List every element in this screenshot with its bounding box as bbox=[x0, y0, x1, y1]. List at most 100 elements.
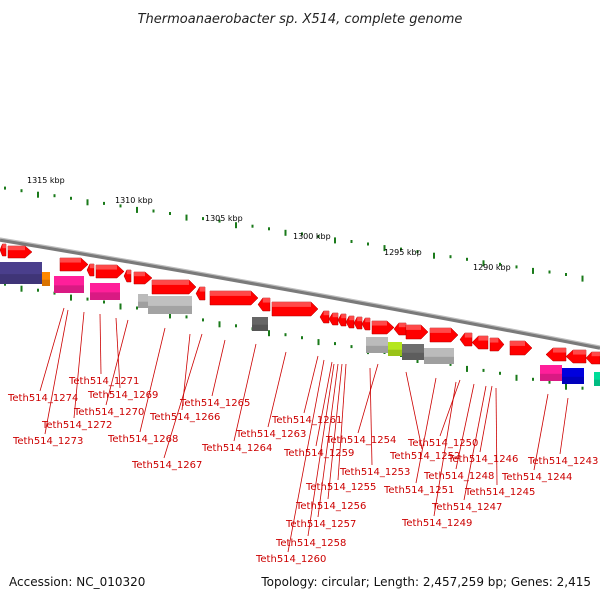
gene-highlight bbox=[323, 311, 329, 316]
ruler-tick bbox=[202, 217, 204, 221]
gene-label[interactable]: Teth514_1250 bbox=[407, 438, 478, 449]
label-leader bbox=[439, 379, 461, 437]
ruler-tick bbox=[515, 265, 518, 269]
gene-label[interactable]: Teth514_1268 bbox=[107, 434, 178, 445]
gene-label[interactable]: Teth514_1261 bbox=[271, 415, 342, 426]
gene-highlight bbox=[96, 265, 117, 270]
gene-highlight bbox=[553, 348, 566, 353]
ruler-tick bbox=[70, 196, 72, 200]
inner-ruler-tick bbox=[202, 318, 204, 322]
gene-label[interactable]: Teth514_1246 bbox=[447, 454, 518, 465]
gene-label[interactable]: Teth514_1260 bbox=[255, 554, 326, 565]
label-leader bbox=[495, 387, 498, 486]
gene-label[interactable]: Teth514_1265 bbox=[179, 398, 250, 409]
ruler-tick bbox=[350, 240, 353, 243]
gene-label[interactable]: Teth514_1264 bbox=[201, 443, 272, 454]
gene-highlight bbox=[478, 336, 488, 341]
inner-ruler-tick bbox=[268, 330, 270, 337]
gene-highlight bbox=[490, 338, 499, 343]
gene-label[interactable]: Teth514_1251 bbox=[383, 485, 454, 496]
gene-label[interactable]: Teth514_1270 bbox=[73, 407, 144, 418]
feature-shade bbox=[562, 376, 584, 384]
genome-backbone-highlight bbox=[0, 237, 600, 347]
gene-label[interactable]: Teth514_1245 bbox=[464, 487, 535, 498]
gene-label[interactable]: Teth514_1267 bbox=[131, 460, 202, 471]
label-leader bbox=[455, 383, 475, 470]
label-leader bbox=[533, 393, 549, 471]
gene-label[interactable]: Teth514_1254 bbox=[325, 435, 396, 446]
label-leader bbox=[337, 363, 347, 481]
scale-label: 1290 kbp bbox=[473, 263, 511, 272]
gene-label[interactable]: Teth514_1244 bbox=[501, 472, 572, 483]
feature-block bbox=[42, 272, 50, 286]
label-leader bbox=[73, 311, 85, 419]
gene-highlight bbox=[591, 352, 600, 357]
feature-shade bbox=[366, 345, 388, 353]
label-leader bbox=[405, 371, 423, 450]
topology-text: Topology: circular; Length: 2,457,259 bp… bbox=[260, 575, 591, 589]
label-leader bbox=[163, 333, 203, 459]
gene-highlight bbox=[152, 280, 189, 285]
gene-highlight bbox=[372, 321, 387, 326]
feature-shade bbox=[0, 274, 42, 284]
feature-shade bbox=[90, 292, 120, 300]
inner-ruler-tick bbox=[103, 300, 105, 304]
gene-highlight bbox=[406, 325, 421, 330]
label-leader bbox=[139, 327, 166, 433]
gene-label[interactable]: Teth514_1272 bbox=[41, 420, 112, 431]
feature-block bbox=[388, 342, 402, 356]
ruler-tick bbox=[20, 189, 23, 193]
label-leader bbox=[559, 397, 569, 455]
inner-ruler-tick bbox=[169, 312, 171, 319]
gene-highlight bbox=[510, 341, 525, 346]
gene-highlight bbox=[262, 298, 270, 303]
inner-ruler-tick bbox=[466, 365, 468, 372]
feature-block bbox=[424, 348, 454, 364]
gene-label[interactable]: Teth514_1257 bbox=[285, 519, 356, 530]
gene-label[interactable]: Teth514_1249 bbox=[401, 518, 472, 529]
ruler-tick bbox=[103, 201, 105, 205]
gene-label[interactable]: Teth514_1259 bbox=[283, 448, 354, 459]
inner-ruler-tick bbox=[581, 386, 584, 390]
ruler-tick bbox=[301, 232, 303, 236]
feature-block bbox=[252, 317, 268, 331]
feature-block bbox=[0, 262, 42, 284]
gene-highlight bbox=[199, 287, 205, 292]
label-leader bbox=[181, 333, 191, 411]
ruler-tick bbox=[169, 212, 171, 215]
gene-label[interactable]: Teth514_1269 bbox=[87, 390, 158, 401]
ruler-tick bbox=[218, 219, 221, 223]
ruler-tick bbox=[119, 204, 122, 208]
feature-shade bbox=[402, 352, 424, 360]
label-leader bbox=[307, 363, 335, 537]
ruler-tick bbox=[185, 214, 188, 221]
label-leader bbox=[463, 385, 487, 501]
gene-highlight bbox=[2, 244, 6, 249]
gene-label[interactable]: Teth514_1266 bbox=[149, 412, 220, 423]
gene-label[interactable]: Teth514_1274 bbox=[7, 393, 78, 404]
label-leader-lines bbox=[39, 307, 569, 553]
genome-title: Thermoanaerobacter sp. X514, complete ge… bbox=[138, 12, 463, 27]
gene-highlight bbox=[332, 313, 338, 318]
gene-label[interactable]: Teth514_1243 bbox=[527, 456, 598, 467]
gene-label[interactable]: Teth514_1248 bbox=[423, 471, 494, 482]
inner-ruler-tick bbox=[284, 333, 287, 337]
gene-label[interactable]: Teth514_1273 bbox=[12, 436, 83, 447]
feature-block bbox=[562, 368, 584, 384]
gene-label[interactable]: Teth514_1252 bbox=[389, 451, 460, 462]
ruler-tick bbox=[383, 245, 386, 252]
gene-label[interactable]: Teth514_1253 bbox=[339, 467, 410, 478]
scale-label: 1315 kbp bbox=[27, 176, 65, 185]
ruler-tick bbox=[433, 252, 435, 259]
gene-label[interactable]: Teth514_1263 bbox=[235, 429, 306, 440]
gene-highlight bbox=[210, 291, 251, 296]
gene-label[interactable]: Teth514_1258 bbox=[275, 538, 346, 549]
gene-label[interactable]: Teth514_1247 bbox=[431, 502, 502, 513]
gene-highlight bbox=[398, 323, 406, 328]
gene-highlight bbox=[365, 318, 370, 323]
gene-label[interactable]: Teth514_1256 bbox=[295, 501, 366, 512]
feature-shade bbox=[54, 285, 84, 293]
gene-label[interactable]: Teth514_1271 bbox=[68, 376, 139, 387]
ruler-tick bbox=[499, 262, 501, 266]
gene-label[interactable]: Teth514_1255 bbox=[305, 482, 376, 493]
